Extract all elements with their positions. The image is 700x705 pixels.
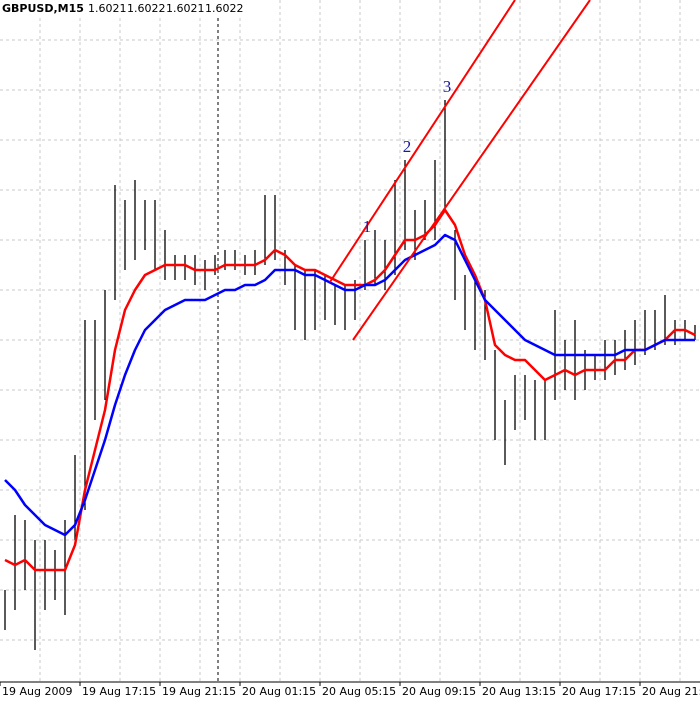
x-tick-label: 20 Aug 09:15 xyxy=(402,685,476,698)
x-tick-label: 19 Aug 2009 xyxy=(2,685,72,698)
moving-average xyxy=(4,208,696,572)
wave-label: 3 xyxy=(443,77,452,96)
x-tick-label: 20 Aug 05:15 xyxy=(322,685,396,698)
x-tick-label: 20 Aug 01:15 xyxy=(242,685,316,698)
plot-area xyxy=(4,0,696,650)
ohlc-open: 1.6021 xyxy=(88,2,127,15)
ohlc-high: 1.6022 xyxy=(127,2,166,15)
wave-label: 2 xyxy=(403,137,412,156)
x-tick-label: 20 Aug 17:15 xyxy=(562,685,636,698)
ohlc-close: 1.6022 xyxy=(205,2,244,15)
channel-line xyxy=(329,0,516,283)
moving-average xyxy=(4,233,695,537)
channel-line xyxy=(352,0,591,341)
x-tick-label: 19 Aug 21:15 xyxy=(162,685,236,698)
symbol: GBPUSD,M15 xyxy=(2,2,84,15)
ohlc-low: 1.6021 xyxy=(166,2,205,15)
x-tick-label: 20 Aug 21: xyxy=(642,685,700,698)
header-bg xyxy=(0,0,245,18)
x-tick-label: 19 Aug 17:15 xyxy=(82,685,156,698)
grid xyxy=(0,0,700,682)
wave-label: 1 xyxy=(363,217,372,236)
time-axis: 19 Aug 2009 19 Aug 17:15 19 Aug 21:15 20 Au… xyxy=(0,682,700,698)
x-tick-label: 20 Aug 13:15 xyxy=(482,685,556,698)
